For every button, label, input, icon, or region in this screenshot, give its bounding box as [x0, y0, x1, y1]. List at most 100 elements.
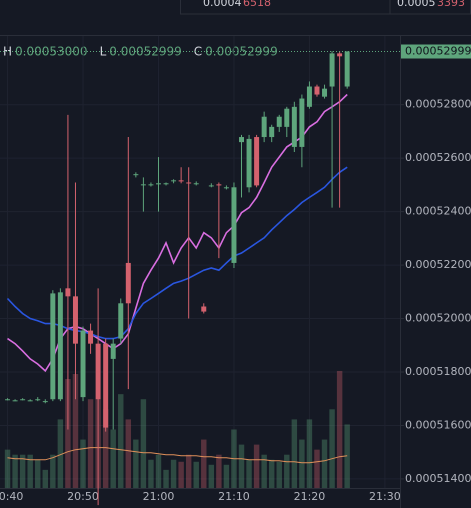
candle-body [337, 53, 343, 57]
candle-body [239, 137, 244, 143]
candle-body [140, 184, 146, 186]
candle-body [291, 106, 297, 147]
volume-bar [193, 461, 199, 488]
volume-bar [50, 454, 56, 488]
volume-bar [155, 454, 162, 488]
volume-bar [178, 461, 184, 488]
candle-body [201, 306, 207, 312]
volume-ma-line [7, 447, 348, 464]
volume-bar [57, 419, 64, 488]
candle-body [88, 330, 94, 344]
candle-body [20, 399, 26, 401]
y-tick-label: 0.00051800 [405, 365, 471, 378]
candle-body [261, 116, 267, 138]
volume-bar [140, 399, 147, 488]
volume-bar [216, 454, 222, 488]
volume-bar [201, 439, 207, 488]
candle-body [216, 184, 222, 186]
candle-body [246, 138, 252, 188]
y-tick-label: 0.00051400 [405, 472, 471, 485]
candle-body [163, 183, 169, 185]
volume-bar [80, 439, 86, 488]
volume-bar [291, 419, 298, 488]
volume-bar [299, 439, 305, 488]
last-price-label: 0.00052999 [405, 45, 471, 58]
candle-body [322, 88, 328, 97]
candle-body [110, 343, 116, 359]
volume-bar [261, 454, 267, 488]
candle-body [156, 183, 161, 185]
candle-body [314, 86, 320, 95]
volume-bar [329, 409, 335, 488]
ma-line [7, 93, 348, 373]
candle-body [223, 187, 229, 189]
volume-bar [276, 461, 282, 488]
volume-bar [110, 429, 116, 488]
candle-body [118, 303, 124, 339]
candle-body [80, 330, 86, 398]
legend-value: 0.00052999 [205, 45, 278, 59]
volume-bar [208, 464, 215, 488]
candle-body [178, 180, 184, 182]
volume-bar [223, 464, 230, 488]
volume-bar [268, 459, 275, 488]
candle-body [5, 399, 11, 401]
ticker-a-lead: 0.0004 [203, 0, 242, 9]
x-tick-label: 21:10 [218, 490, 250, 503]
volume-bar [246, 459, 252, 488]
volume-bar [344, 424, 350, 488]
y-tick-label: 0.00052200 [405, 258, 471, 271]
candle-body [186, 182, 192, 184]
x-tick-label: 21:30 [369, 490, 401, 503]
candle-body [306, 86, 312, 107]
volume-bar [27, 454, 33, 488]
legend-key: C [194, 45, 202, 59]
candle-body [125, 262, 131, 304]
x-tick-label: 21:20 [294, 490, 326, 503]
volume-bar [284, 454, 290, 488]
volume-bar [321, 439, 328, 488]
candle-body [329, 53, 335, 87]
y-tick-label: 0.00051600 [405, 418, 471, 431]
candle-body [148, 184, 154, 186]
volume-bar [87, 399, 94, 488]
candle-body [50, 293, 56, 400]
candle-body [12, 400, 18, 402]
volume-bar [306, 419, 313, 488]
y-tick-label: 0.00052400 [405, 205, 471, 218]
candle-body [42, 401, 48, 403]
x-tick-label: 21:00 [143, 490, 175, 503]
y-tick-label: 0.00052800 [405, 98, 471, 111]
x-tick-label: 20:50 [67, 490, 99, 503]
volume-bar [314, 449, 320, 488]
volume-bar [4, 449, 11, 488]
y-tick-label: 0.00052600 [405, 151, 471, 164]
candle-body [299, 98, 305, 147]
volume-bar [170, 459, 177, 488]
legend-value: 0.00052999 [109, 45, 182, 59]
candle-body [269, 126, 275, 138]
candle-body [193, 183, 199, 185]
candle-body [72, 296, 78, 344]
ma-line [6, 166, 348, 340]
ticker-a-tail: 6518 [243, 0, 271, 9]
candle-body [208, 185, 214, 187]
volume-bar [238, 444, 245, 488]
candle-body [171, 180, 177, 182]
volume-bar [253, 444, 260, 488]
volume-bar [72, 373, 79, 488]
volume-bar [336, 370, 343, 488]
volume-bar [102, 409, 109, 488]
candle-body [65, 288, 71, 297]
candle-body [27, 400, 33, 402]
volume-bar [125, 419, 132, 488]
last-price-box [401, 44, 471, 59]
candle-body [95, 343, 101, 400]
candle-body [133, 174, 139, 176]
volume-bar [19, 454, 26, 488]
candle-body [35, 399, 41, 401]
candle-body [231, 187, 237, 263]
